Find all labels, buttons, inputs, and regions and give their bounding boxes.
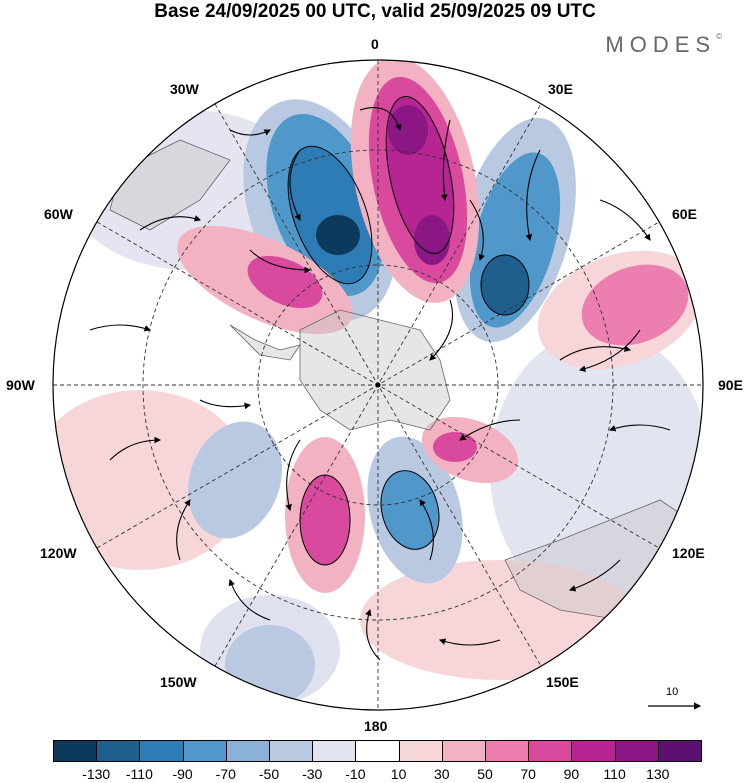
colorbar-tick-label: -10 [345,766,366,782]
colorbar-cell [614,740,659,762]
lon-label-90w: 90W [6,377,35,393]
modes-logo: MODES© [605,32,722,58]
colorbar-cell [355,740,400,762]
map-title: Base 24/09/2025 00 UTC, valid 25/09/2025… [154,1,596,22]
colorbar-tick-label: -30 [302,766,323,782]
wind-vectors [89,106,671,661]
colorbar-tick-label: 130 [646,766,670,782]
colorbar-tick-label: -70 [215,766,236,782]
colorbar [53,740,702,762]
colorbar-tick-label: -50 [258,766,280,782]
brand-mark: © [716,32,722,41]
lon-label-180: 180 [364,718,388,734]
brand-name: MODES [605,32,717,57]
colorbar-cell [441,740,486,762]
colorbar-tick-label: 10 [390,766,407,782]
colorbar-tick-label: -130 [82,766,111,782]
colorbar-cell [225,740,270,762]
pole-marker [375,382,381,388]
colorbar-tick-label: -90 [172,766,193,782]
colorbar-cell [528,740,573,762]
colorbar-cell [139,740,184,762]
reference-vector-label: 10 [666,686,679,698]
colorbar-tick-label: -110 [125,766,153,782]
colorbar-tick-label: 70 [520,766,536,782]
colorbar-tick-label: 110 [603,766,626,782]
lon-label-120w: 120W [40,545,77,561]
colorbar-tick-label: 30 [434,766,450,782]
lon-label-30w: 30W [170,81,199,97]
lon-label-30e: 30E [548,81,573,97]
lon-label-90e: 90E [718,377,743,393]
colorbar-cell [269,740,314,762]
colorbar-cell [96,740,141,762]
map-boundary [52,59,704,711]
lon-label-0: 0 [371,36,379,52]
colorbar-cell [398,740,443,762]
colorbar-cell [53,740,98,762]
lon-label-150w: 150W [160,674,197,690]
colorbar-cell [571,740,616,762]
lon-label-120e: 120E [672,545,705,561]
colorbar-cell [312,740,357,762]
colorbar-cell [485,740,530,762]
lon-label-150e: 150E [546,674,579,690]
contour-lines [287,95,530,566]
colorbar-cell [657,740,702,762]
colorbar-tick-label: 90 [563,766,580,782]
lon-label-60e: 60E [672,206,697,222]
lon-label-60w: 60W [44,206,73,222]
colorbar-tick-label: 50 [477,766,493,782]
colorbar-cell [182,740,227,762]
